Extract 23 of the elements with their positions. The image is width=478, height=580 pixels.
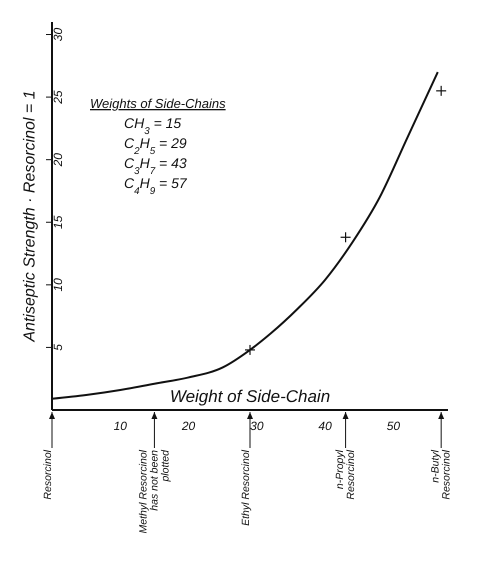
y-tick-label: 30: [51, 28, 65, 42]
ref-line-label: n-Propyl Resorcinol: [334, 449, 358, 500]
x-tick-label: 10: [114, 419, 128, 433]
ref-line-label: Ethyl Resorcinol: [240, 449, 252, 526]
y-tick-label: 20: [51, 152, 65, 168]
annotation: C$_{4}$H$_{9}$ = 57: [124, 175, 188, 196]
x-tick-label: 50: [386, 419, 400, 433]
annotation: C$_{3}$H$_{7}$ = 43: [124, 155, 187, 176]
x-tick-label: 20: [180, 419, 196, 433]
x-tick-label: 40: [318, 419, 332, 433]
annotation: C$_{2}$H$_{5}$ = 29: [124, 135, 187, 156]
y-axis-title: Antiseptic Strength · Resorcinol = 1: [22, 90, 38, 343]
x-tick-label: 30: [250, 419, 264, 433]
annotation: Weights of Side-Chains: [90, 96, 226, 111]
ref-line-label: Resorcinol: [42, 449, 54, 500]
y-tick-label: 25: [51, 90, 65, 105]
y-tick-label: 5: [51, 344, 65, 351]
ref-line-label: Methyl Resorcinol has not been plotted: [137, 448, 172, 534]
y-tick-label: 10: [51, 278, 65, 292]
ref-line-label: n-Butyl Resorcinol: [430, 449, 453, 500]
x-axis-title: Weight of Side-Chain: [170, 387, 330, 406]
y-tick-label: 15: [51, 215, 65, 229]
annotation: CH$_{3}$ = 15: [124, 115, 182, 136]
